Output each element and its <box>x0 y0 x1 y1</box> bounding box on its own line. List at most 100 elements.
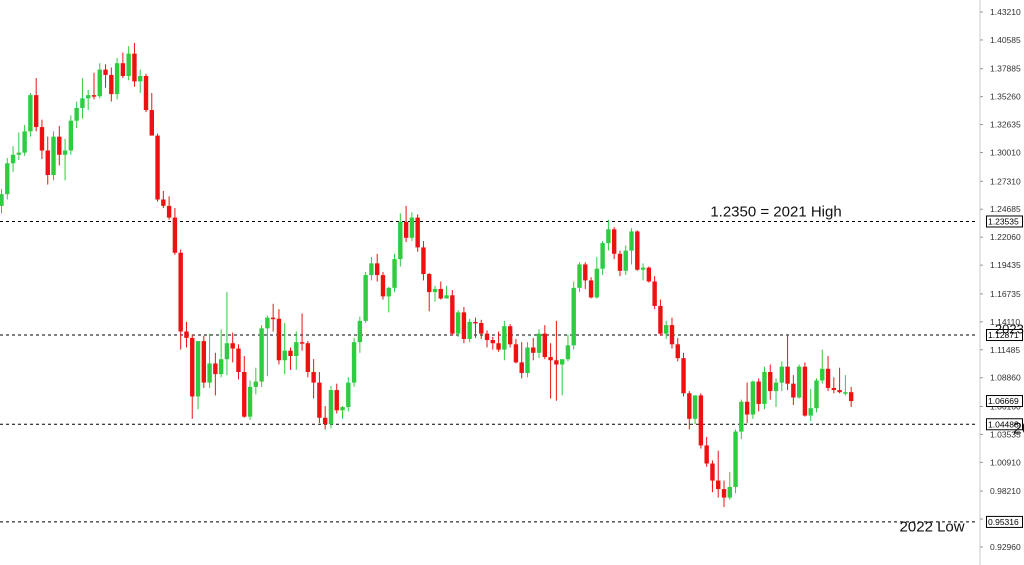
annotation-label: 2023 Low <box>1013 421 1024 438</box>
candle-body <box>427 274 432 293</box>
candle <box>86 89 91 111</box>
candle <box>299 313 305 351</box>
candle-body <box>392 259 397 288</box>
candle-body <box>51 136 56 176</box>
candle <box>0 188 4 214</box>
candle <box>5 157 10 200</box>
candle <box>802 362 808 417</box>
candle-body <box>490 340 495 344</box>
candle-body <box>126 53 131 76</box>
candle <box>201 335 206 388</box>
candle <box>218 329 224 378</box>
candle <box>484 330 490 348</box>
candle <box>386 286 391 313</box>
candle-body <box>91 95 97 97</box>
candle-body <box>380 275 386 297</box>
candle <box>814 378 819 413</box>
candle <box>490 336 495 350</box>
candle <box>461 307 467 344</box>
candle-body <box>513 344 519 363</box>
candle <box>207 333 212 388</box>
candle <box>455 310 461 337</box>
candle <box>681 352 686 397</box>
candle <box>322 406 328 430</box>
candle-body <box>386 287 391 297</box>
level-2022-low-flag-inner <box>987 516 1022 527</box>
candle-body <box>74 107 79 121</box>
candle-body <box>120 63 126 76</box>
candle-body <box>16 152 22 155</box>
candle-body <box>432 288 438 293</box>
candle-body <box>710 463 715 481</box>
candle-body <box>224 343 230 360</box>
candle <box>276 309 282 365</box>
candle-body <box>461 312 467 339</box>
candle-body <box>276 318 282 361</box>
candle <box>265 315 270 377</box>
candle <box>334 383 339 414</box>
candle-body <box>109 74 114 95</box>
candle <box>721 480 727 508</box>
candle <box>617 250 623 277</box>
candle <box>369 256 374 281</box>
y-tick-label: 1.43210 <box>990 7 1021 17</box>
candle-body <box>791 383 796 398</box>
candle <box>421 241 426 281</box>
candle <box>132 42 137 87</box>
current-price-flag-inner <box>987 396 1022 407</box>
candle <box>687 391 692 430</box>
candle <box>600 241 605 276</box>
candle <box>22 124 27 156</box>
candle <box>843 375 848 396</box>
candle-body <box>762 371 767 404</box>
candle-body <box>525 347 530 374</box>
candle <box>126 46 131 81</box>
candle <box>646 266 652 283</box>
candle <box>479 319 484 339</box>
candle-body <box>502 326 507 350</box>
candle <box>80 78 85 119</box>
candle-body <box>409 217 415 238</box>
candle-body <box>294 342 299 356</box>
candle <box>253 367 259 395</box>
candle-body <box>652 281 657 306</box>
y-tick-label: 1.14110 <box>990 317 1020 327</box>
candle <box>583 262 588 289</box>
candle <box>409 212 415 242</box>
candle-body <box>282 350 287 361</box>
candle <box>796 364 802 399</box>
candle-body <box>681 358 686 394</box>
candle-body <box>554 360 559 365</box>
candle <box>640 263 646 281</box>
candle-body <box>675 344 680 359</box>
candle-body <box>773 382 779 392</box>
candle <box>74 101 79 129</box>
candle <box>808 389 813 421</box>
candle <box>635 230 640 271</box>
candle-body <box>571 287 576 346</box>
candle-body <box>97 69 102 97</box>
candle <box>375 253 380 282</box>
candle <box>357 316 363 353</box>
candle-body <box>635 231 640 270</box>
candle <box>178 249 183 350</box>
candle <box>692 395 698 425</box>
candle <box>45 136 50 185</box>
candle-body <box>398 221 403 260</box>
current-price-flag-label: 1.06669 <box>988 396 1019 406</box>
candle-body <box>583 264 588 281</box>
candle <box>166 196 172 220</box>
candle-body <box>230 343 235 349</box>
candle-body <box>438 288 443 299</box>
candle-body <box>646 267 652 282</box>
candle <box>785 335 790 391</box>
candle-body <box>265 317 270 329</box>
candle <box>519 342 524 379</box>
candle-body <box>704 445 709 464</box>
y-tick-label: 1.30010 <box>990 148 1021 158</box>
candle <box>565 334 571 362</box>
candle-body <box>62 150 68 155</box>
candle <box>363 271 368 323</box>
candle-body <box>236 348 241 372</box>
